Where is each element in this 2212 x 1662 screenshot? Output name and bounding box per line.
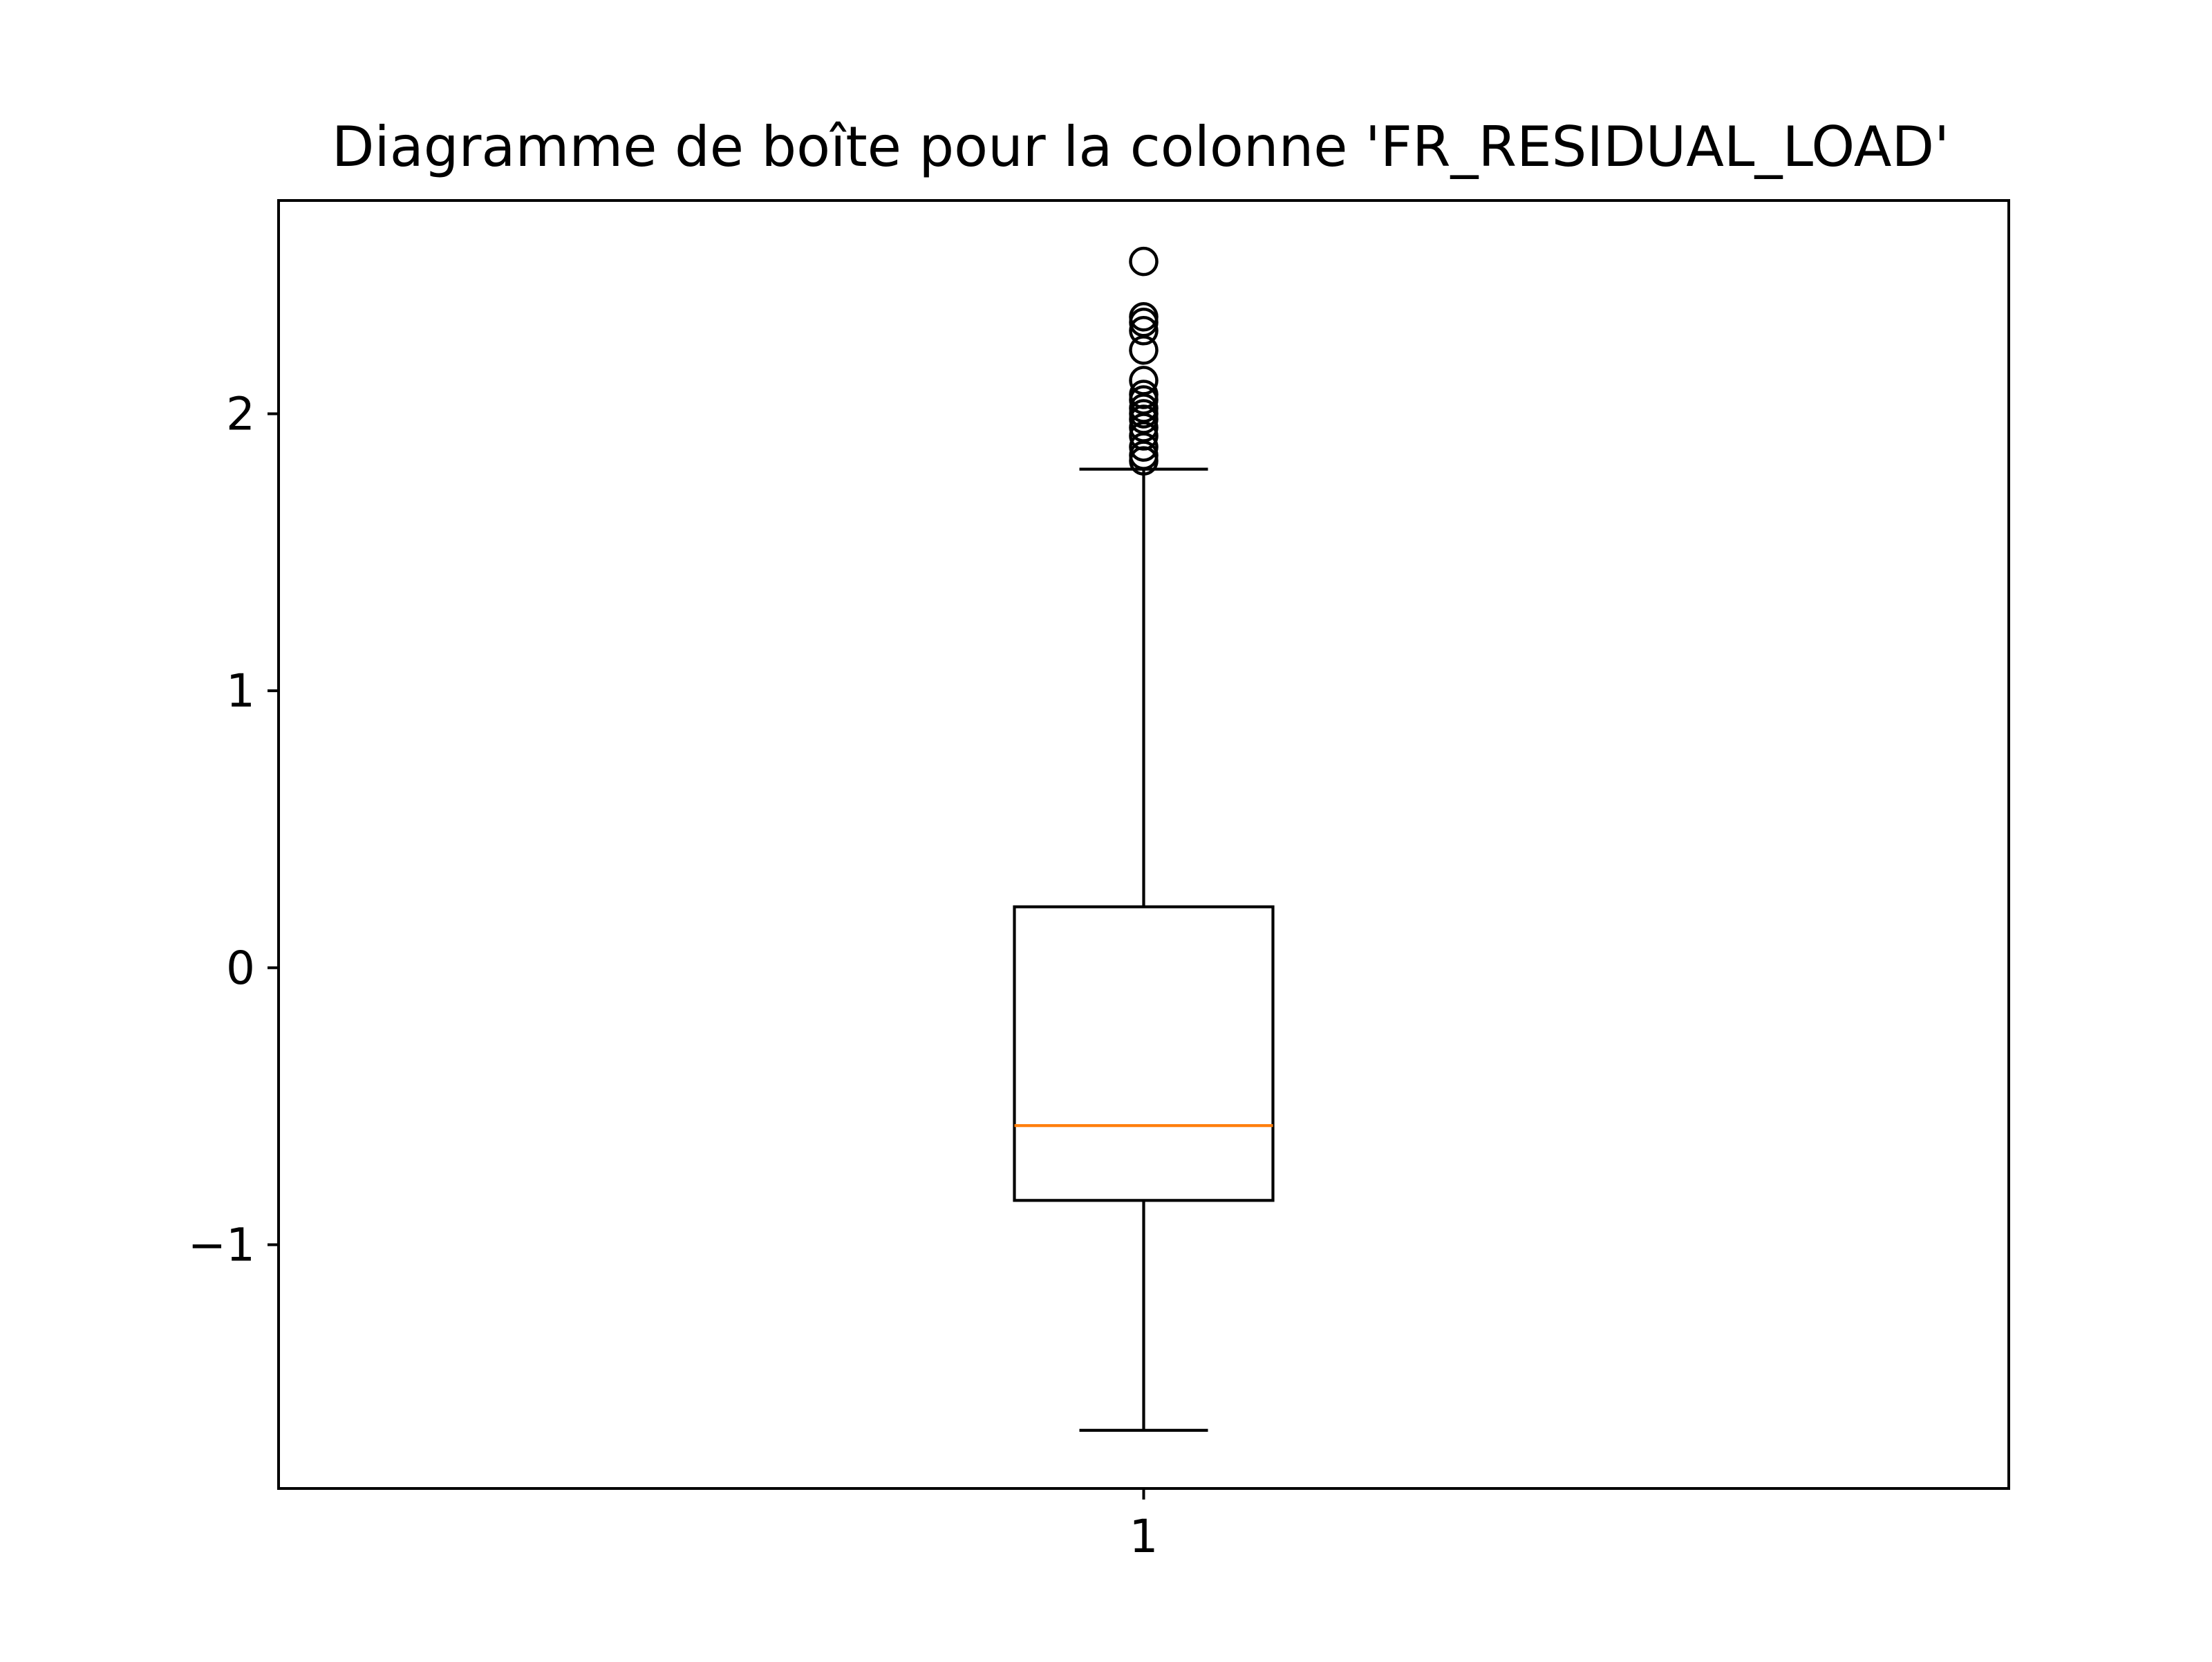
outlier-point [1129, 246, 1159, 277]
axes-ticks: −1 0 1 2 1 [188, 387, 1159, 1563]
outlier-point [1129, 335, 1159, 365]
outlier-point [1129, 446, 1159, 476]
plot-area [1013, 246, 1275, 1432]
x-tick-label: 1 [1130, 1510, 1159, 1563]
outlier-point [1129, 316, 1159, 346]
y-tick-label: −1 [188, 1218, 255, 1271]
chart-title: Diagramme de boîte pour la colonne 'FR_R… [332, 115, 1949, 179]
y-tick-label: 1 [226, 664, 255, 718]
y-tick-label: 2 [226, 387, 255, 440]
y-tick-label: 0 [226, 942, 255, 995]
outlier-point [1129, 432, 1159, 462]
iqr-box [1013, 905, 1275, 1202]
